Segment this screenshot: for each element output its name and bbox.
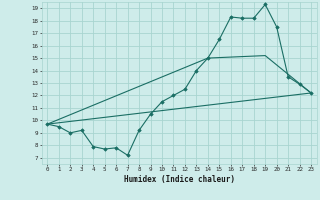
X-axis label: Humidex (Indice chaleur): Humidex (Indice chaleur) bbox=[124, 175, 235, 184]
